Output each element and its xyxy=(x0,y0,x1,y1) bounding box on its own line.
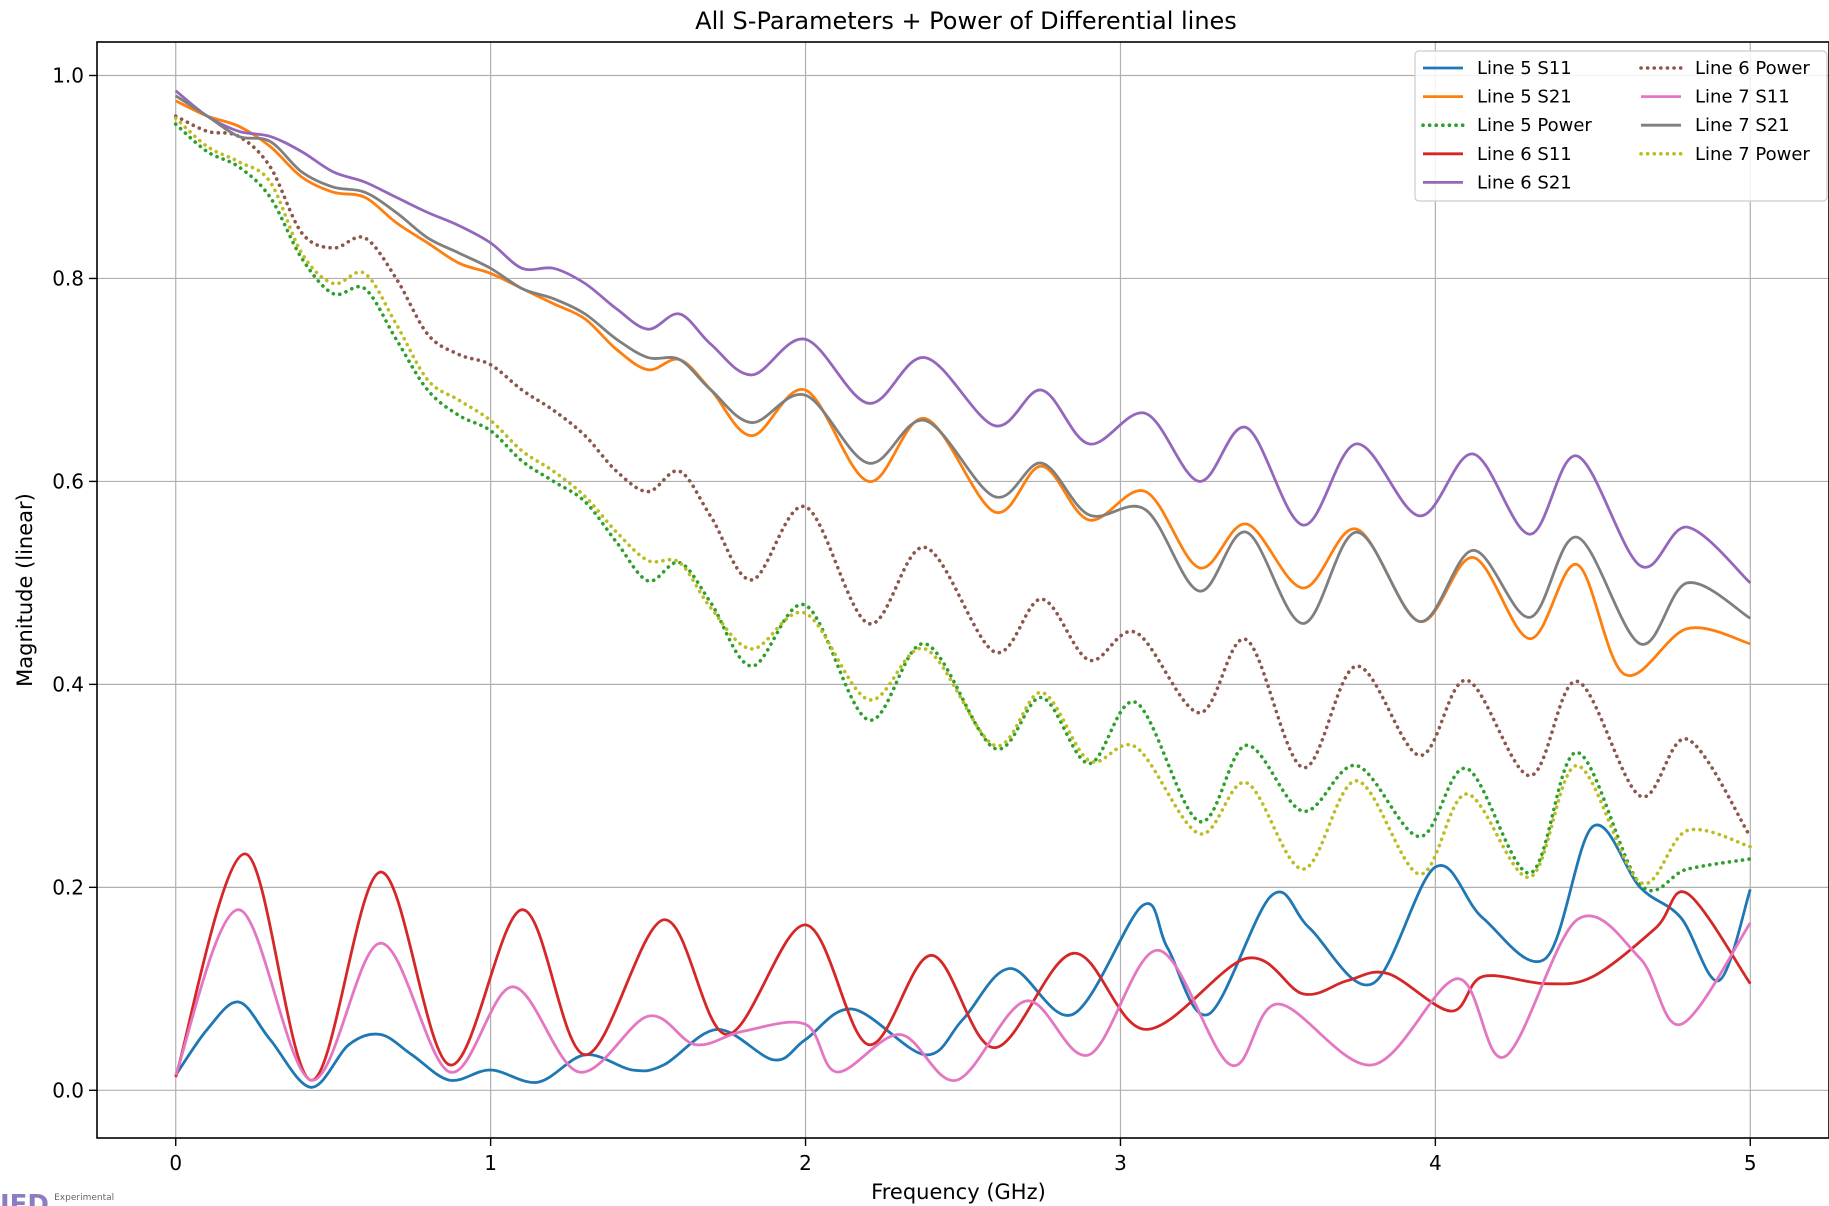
legend-label: Line 7 S11 xyxy=(1695,87,1790,108)
y-tick-label: 0.2 xyxy=(52,875,84,899)
legend-label: Line 6 S11 xyxy=(1477,144,1572,165)
legend-label: Line 5 Power xyxy=(1477,115,1592,136)
series-line-line-7-power xyxy=(173,116,1753,886)
watermark-logo: IED Experimental xyxy=(0,1192,114,1206)
y-tick-label: 1.0 xyxy=(52,63,84,87)
y-tick-label: 0.4 xyxy=(52,672,84,696)
series-group xyxy=(173,89,1753,1089)
series-line-line-7-s11 xyxy=(174,908,1752,1082)
legend-label: Line 7 S21 xyxy=(1695,115,1790,136)
axis-ticks: 0 1 2 3 4 5 0.0 0.2 0.4 0.6 0.8 1.0 xyxy=(52,63,1756,1175)
grid xyxy=(97,42,1829,1138)
series-line-line-6-s11 xyxy=(174,852,1752,1082)
series-line-line-7-s21 xyxy=(174,94,1752,646)
y-tick-label: 0.8 xyxy=(52,266,84,290)
x-tick-label: 2 xyxy=(799,1151,812,1175)
plot-frame xyxy=(96,41,1829,1139)
x-tick-label: 0 xyxy=(169,1151,182,1175)
chart-title: All S-Parameters + Power of Differential… xyxy=(695,7,1237,35)
y-axis-title: Magnitude (linear) xyxy=(13,493,37,687)
legend-label: Line 5 S21 xyxy=(1477,87,1572,108)
x-tick-label: 1 xyxy=(484,1151,497,1175)
y-tick-label: 0.6 xyxy=(52,469,84,493)
legend-box xyxy=(1414,50,1828,202)
legend-label: Line 6 Power xyxy=(1695,58,1810,79)
y-tick-label: 0.0 xyxy=(52,1078,84,1102)
watermark-mark: IED xyxy=(0,1192,49,1206)
x-axis-title: Frequency (GHz) xyxy=(871,1180,1046,1204)
x-tick-label: 5 xyxy=(1744,1151,1757,1175)
legend-label: Line 6 S21 xyxy=(1477,172,1572,193)
series-line-line-5-s21 xyxy=(175,99,1751,678)
legend: Line 5 S11 Line 5 S21 Line 5 Power Line 6 S… xyxy=(1414,50,1828,202)
x-tick-label: 3 xyxy=(1114,1151,1127,1175)
legend-label: Line 7 Power xyxy=(1695,144,1810,165)
watermark-text: Experimental xyxy=(54,1193,115,1203)
legend-label: Line 5 S11 xyxy=(1477,58,1572,79)
series-line-line-5-s11 xyxy=(174,823,1752,1089)
x-tick-label: 4 xyxy=(1429,1151,1442,1175)
series-line-line-5-power xyxy=(173,122,1753,893)
series-line-line-6-s21 xyxy=(174,89,1752,584)
